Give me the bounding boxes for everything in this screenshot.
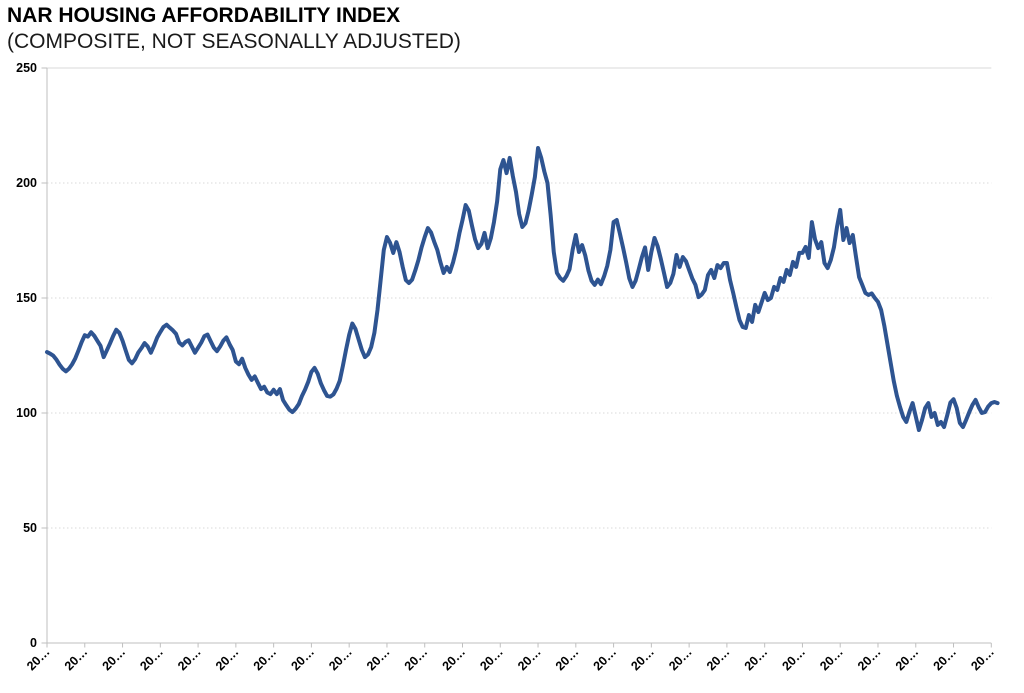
x-axis-label-12: 20…	[477, 645, 506, 674]
x-axis-label-10: 20…	[402, 645, 431, 674]
y-axis-label-150: 150	[16, 291, 37, 305]
y-axis-label-250: 250	[16, 61, 37, 75]
x-axis-label-19: 20…	[742, 645, 771, 674]
x-axis-label-25: 20…	[968, 645, 997, 674]
y-axis-label-100: 100	[16, 406, 37, 420]
y-axis-label-0: 0	[30, 636, 37, 650]
y-axis-label-200: 200	[16, 176, 37, 190]
x-axis-label-5: 20…	[213, 645, 242, 674]
x-axis-label-15: 20…	[591, 645, 620, 674]
x-axis-label-6: 20…	[251, 645, 280, 674]
x-axis-label-13: 20…	[515, 645, 544, 674]
x-axis-label-1: 20…	[62, 645, 91, 674]
chart-title: NAR HOUSING AFFORDABILITY INDEX	[7, 4, 401, 27]
x-axis-label-0: 20…	[24, 645, 53, 674]
x-axis-label-20: 20…	[779, 645, 808, 674]
x-axis-label-23: 20…	[893, 645, 922, 674]
x-axis-label-7: 20…	[288, 645, 317, 674]
x-axis-label-9: 20…	[364, 645, 393, 674]
x-axis-label-16: 20…	[628, 645, 657, 674]
x-axis-label-17: 20…	[666, 645, 695, 674]
y-axis-label-50: 50	[23, 521, 37, 535]
x-axis-label-22: 20…	[855, 645, 884, 674]
x-axis-label-8: 20…	[326, 645, 355, 674]
x-axis-label-14: 20…	[553, 645, 582, 674]
x-axis-label-2: 20…	[100, 645, 129, 674]
x-axis-label-11: 20…	[440, 645, 469, 674]
x-axis-label-21: 20…	[817, 645, 846, 674]
hai-series-line	[45, 146, 1000, 433]
x-axis-label-18: 20…	[704, 645, 733, 674]
x-axis-label-4: 20…	[175, 645, 204, 674]
chart-subtitle: (COMPOSITE, NOT SEASONALLY ADJUSTED)	[7, 30, 461, 53]
x-axis-label-3: 20…	[137, 645, 166, 674]
x-axis-label-24: 20…	[931, 645, 960, 674]
